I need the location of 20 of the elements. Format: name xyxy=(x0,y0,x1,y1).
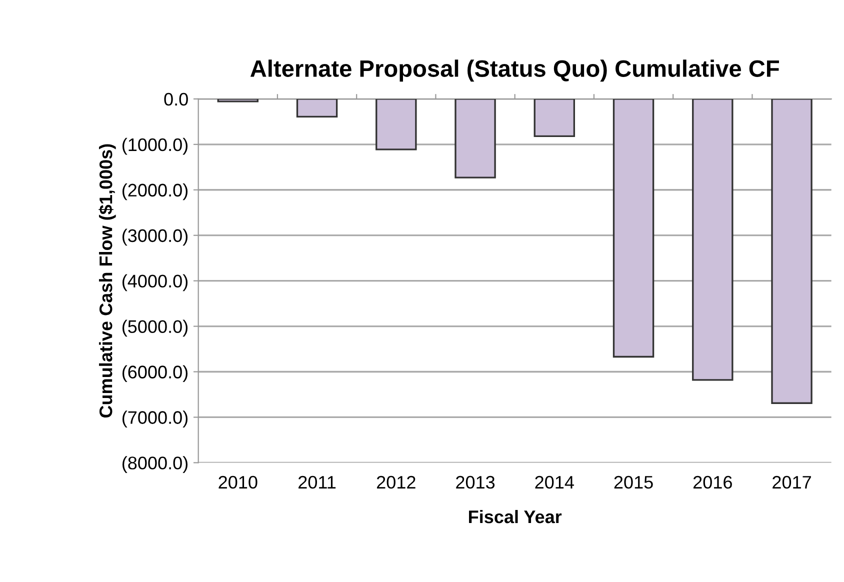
y-tick-label: (4000.0) xyxy=(122,274,188,292)
x-tick-label: 2011 xyxy=(298,476,336,489)
x-tick-label: 2014 xyxy=(535,476,574,489)
y-tick-label: (2000.0) xyxy=(122,183,188,200)
x-axis-title: Fiscal Year xyxy=(469,510,562,524)
x-tick-label: 2017 xyxy=(772,476,811,489)
x-tick-label: 2016 xyxy=(693,476,732,489)
x-tick-label: 2013 xyxy=(456,476,495,489)
y-tick-label: (7000.0) xyxy=(122,410,188,428)
x-tick-label: 2012 xyxy=(376,476,416,489)
y-tick-label: (5000.0) xyxy=(122,320,188,337)
y-axis-title: Cumulative Cash Flow ($1,000s) xyxy=(98,144,116,418)
y-tick-label: 0.0 xyxy=(164,92,188,106)
y-tick-label: (3000.0) xyxy=(122,228,188,246)
x-tick-label: 2015 xyxy=(614,476,653,489)
y-tick-label: (6000.0) xyxy=(122,365,188,382)
y-tick-label: (1000.0) xyxy=(122,138,188,155)
y-tick-label: (8000.0) xyxy=(122,456,188,473)
x-tick-label: 2010 xyxy=(218,476,258,489)
chart-title: Alternate Proposal (Status Quo) Cumulative CF xyxy=(250,60,779,82)
